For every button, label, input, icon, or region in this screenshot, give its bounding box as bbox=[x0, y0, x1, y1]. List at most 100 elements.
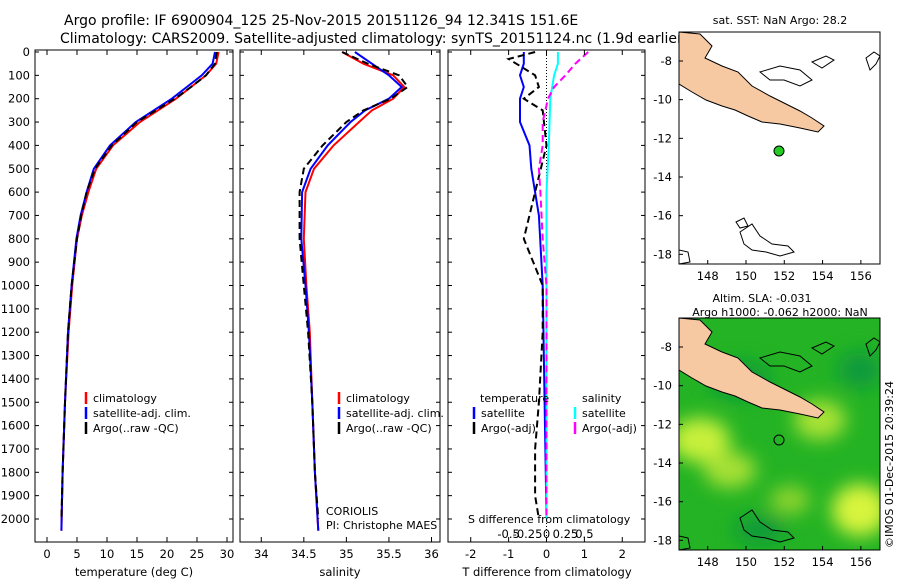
legend-argo-label: Argo(..raw -QC) bbox=[93, 422, 179, 435]
x-tick-label: -1 bbox=[503, 547, 514, 561]
legend-temp-argo-label: Argo(-adj) bbox=[481, 422, 536, 435]
difference-legend: temperature satellite Argo(-adj) salinit… bbox=[472, 392, 637, 435]
depth-tick-label: 0 bbox=[23, 45, 30, 59]
x-tick-label: 2 bbox=[619, 547, 626, 561]
longitude-tick-label: 156 bbox=[850, 555, 872, 569]
legend-sal-satellite-label: satellite bbox=[582, 407, 626, 420]
x-tick-label: 0 bbox=[543, 547, 550, 561]
series-line-temperature-satellite bbox=[518, 52, 548, 520]
figure-title-line2: Climatology: CARS2009. Satellite-adjuste… bbox=[60, 31, 688, 47]
salinity-difference-label: S difference from climatology bbox=[468, 513, 631, 526]
x-tick-label: 34 bbox=[254, 547, 269, 561]
longitude-tick-label: 148 bbox=[697, 269, 719, 283]
x-tick-label: 36 bbox=[424, 547, 439, 561]
sla-high-anomaly bbox=[832, 484, 880, 536]
salinity-diff-tick-label: 0 bbox=[543, 527, 550, 541]
longitude-tick-label: 150 bbox=[735, 269, 757, 283]
series-line-argo-raw-qc bbox=[60, 51, 218, 520]
difference-xlabel: T difference from climatology bbox=[461, 565, 632, 579]
imos-timestamp: ©IMOS 01-Dec-2015 20:39:24 bbox=[883, 381, 896, 548]
sst-map-island bbox=[810, 55, 835, 69]
depth-tick-label: 1500 bbox=[1, 395, 30, 409]
depth-tick-label: 2000 bbox=[1, 512, 30, 526]
depth-tick-label: 1400 bbox=[1, 372, 30, 386]
difference-panel: -2 -1 0 1 2 -0.5-0.25 0 0.250.5 S difference f… bbox=[447, 49, 646, 579]
sla-map-title: Altim. SLA: -0.031 bbox=[712, 292, 811, 305]
latitude-tick-label: -10 bbox=[653, 93, 672, 107]
x-tick-label: 35 bbox=[339, 547, 354, 561]
legend-satellite-label: satellite-adj. clim. bbox=[346, 407, 444, 420]
x-tick-label: 35.5 bbox=[376, 547, 402, 561]
legend-climatology-label: climatology bbox=[93, 392, 157, 405]
sst-map-papua-landmass bbox=[679, 32, 825, 133]
longitude-tick-label: 150 bbox=[735, 555, 757, 569]
sla-high-anomaly bbox=[770, 486, 810, 514]
latitude-tick-label: -18 bbox=[653, 247, 672, 261]
depth-tick-label: 200 bbox=[8, 92, 30, 106]
longitude-tick-label: 156 bbox=[850, 269, 872, 283]
series-line-salinity-satellite bbox=[545, 52, 559, 519]
depth-tick-label: 1700 bbox=[1, 442, 30, 456]
data-centre-label: CORIOLIS bbox=[326, 505, 378, 518]
sst-map-coast bbox=[679, 249, 691, 264]
x-tick-label: 5 bbox=[73, 547, 80, 561]
depth-tick-label: 900 bbox=[8, 255, 30, 269]
depth-tick-label: 1200 bbox=[1, 325, 30, 339]
legend-salinity-title: salinity bbox=[582, 392, 622, 405]
sla-map-island bbox=[739, 509, 795, 543]
series-line-climatology bbox=[302, 51, 406, 531]
longitude-tick-label: 148 bbox=[697, 555, 719, 569]
temperature-frame bbox=[34, 49, 234, 543]
latitude-tick-label: -16 bbox=[653, 495, 672, 509]
longitude-tick-label: 152 bbox=[773, 269, 795, 283]
salinity-diff-tick-label: -0.25 bbox=[513, 527, 543, 541]
sst-map-island bbox=[739, 223, 795, 257]
longitude-tick-label: 154 bbox=[812, 269, 834, 283]
depth-tick-label: 600 bbox=[8, 185, 30, 199]
temperature-panel: 0100200300400500600700800900100011001200… bbox=[1, 45, 645, 579]
latitude-tick-label: -14 bbox=[653, 456, 672, 470]
sst-map-title: sat. SST: NaN Argo: 28.2 bbox=[713, 14, 847, 27]
x-tick-label: 1 bbox=[581, 547, 588, 561]
series-line-climatology bbox=[60, 51, 220, 531]
sla-map-frame bbox=[678, 317, 881, 551]
latitude-tick-label: -8 bbox=[661, 340, 672, 354]
sla-map-new-britain bbox=[758, 351, 813, 373]
salinity-legend: climatology satellite-adj. clim. Argo(..… bbox=[337, 392, 444, 435]
latitude-tick-label: -10 bbox=[653, 379, 672, 393]
depth-tick-label: 1000 bbox=[1, 279, 30, 293]
depth-tick-label: 1900 bbox=[1, 489, 30, 503]
depth-tick-label: 1600 bbox=[1, 419, 30, 433]
argo-float-marker bbox=[773, 145, 785, 157]
latitude-tick-label: -16 bbox=[653, 209, 672, 223]
series-line-argo-raw-qc bbox=[298, 51, 410, 520]
depth-tick-label: 500 bbox=[8, 162, 30, 176]
legend-temp-satellite-label: satellite bbox=[481, 407, 525, 420]
longitude-tick-label: 152 bbox=[773, 555, 795, 569]
latitude-tick-label: -18 bbox=[653, 533, 672, 547]
depth-tick-label: 700 bbox=[8, 208, 30, 222]
temperature-legend: climatology satellite-adj. clim. Argo(..… bbox=[84, 392, 191, 435]
sst-map-island bbox=[735, 217, 749, 229]
sla-map: Altim. SLA: -0.031 Argo h1000: -0.062 h2… bbox=[653, 292, 881, 569]
depth-tick-label: 1100 bbox=[1, 302, 30, 316]
legend-climatology-label: climatology bbox=[346, 392, 410, 405]
sla-map-coast bbox=[679, 535, 691, 550]
sla-map-papua-landmass bbox=[679, 318, 825, 419]
legend-temperature-title: temperature bbox=[480, 392, 549, 405]
latitude-tick-label: -14 bbox=[653, 170, 672, 184]
x-tick-label: -2 bbox=[465, 547, 476, 561]
depth-tick-label: 1800 bbox=[1, 465, 30, 479]
latitude-tick-label: -8 bbox=[661, 54, 672, 68]
legend-satellite-label: satellite-adj. clim. bbox=[93, 407, 191, 420]
latitude-tick-label: -12 bbox=[653, 131, 672, 145]
sst-map: sat. SST: NaN Argo: 28.2 -8 -10 -12 -14 -16 -… bbox=[653, 14, 881, 283]
depth-tick-label: 100 bbox=[8, 68, 30, 82]
latitude-tick-label: -12 bbox=[653, 417, 672, 431]
sla-low-anomaly bbox=[734, 516, 786, 544]
depth-tick-label: 400 bbox=[8, 138, 30, 152]
series-line-satellite-adj-clim bbox=[300, 51, 404, 531]
x-tick-label: 0 bbox=[43, 547, 50, 561]
x-tick-label: 15 bbox=[130, 547, 145, 561]
